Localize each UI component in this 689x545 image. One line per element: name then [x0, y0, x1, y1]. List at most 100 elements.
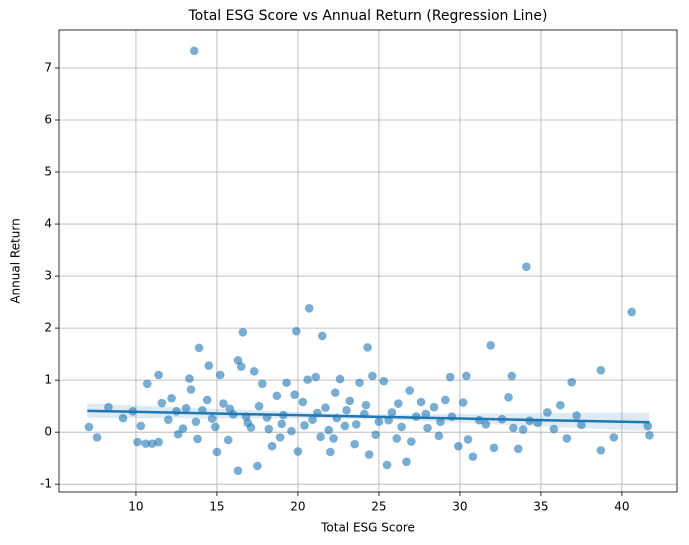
- data-point: [549, 424, 559, 434]
- data-point: [104, 402, 113, 412]
- data-point: [173, 429, 183, 439]
- chart-title: Total ESG Score vs Annual Return (Regres…: [187, 8, 547, 24]
- data-point: [84, 422, 94, 432]
- data-point: [441, 395, 450, 405]
- data-point: [416, 397, 426, 407]
- data-point: [421, 409, 431, 419]
- data-point: [142, 379, 152, 389]
- data-point: [596, 365, 606, 375]
- data-point: [258, 379, 267, 389]
- data-point: [643, 421, 653, 431]
- data-point: [350, 439, 359, 449]
- data-point: [178, 424, 188, 433]
- data-point: [518, 425, 528, 434]
- data-point: [215, 370, 225, 380]
- data-point: [311, 372, 321, 382]
- data-point: [290, 390, 299, 400]
- data-point: [363, 343, 372, 352]
- data-point: [577, 420, 586, 430]
- y-tick-label: 6: [44, 113, 52, 127]
- data-point: [596, 446, 606, 455]
- data-point: [463, 435, 473, 444]
- data-point: [392, 434, 402, 443]
- data-point: [361, 400, 371, 410]
- data-point: [429, 402, 439, 412]
- data-point: [407, 437, 416, 446]
- data-point: [154, 370, 163, 380]
- data-point: [562, 434, 572, 443]
- data-point: [645, 430, 654, 440]
- data-point: [293, 447, 303, 456]
- data-point: [249, 366, 259, 376]
- data-point: [267, 441, 277, 451]
- data-point: [186, 385, 196, 394]
- data-point: [317, 331, 327, 341]
- data-point: [405, 386, 415, 395]
- data-point: [272, 391, 282, 401]
- y-tick-label: 0: [44, 425, 52, 439]
- data-point: [454, 441, 463, 451]
- data-point: [572, 411, 581, 420]
- data-point: [191, 417, 201, 427]
- data-point: [374, 417, 384, 427]
- data-point: [277, 419, 287, 429]
- y-axis-label: Annual Return: [9, 218, 23, 303]
- data-point: [481, 420, 491, 429]
- data-point: [300, 421, 309, 430]
- data-point: [157, 398, 167, 408]
- data-point: [364, 450, 374, 459]
- data-point: [387, 408, 397, 417]
- data-point: [345, 396, 355, 406]
- data-point: [556, 400, 565, 410]
- data-point: [282, 378, 291, 388]
- data-point: [238, 327, 248, 337]
- y-tick-label: 5: [44, 165, 52, 179]
- data-point: [181, 403, 191, 413]
- data-point: [118, 413, 128, 423]
- data-point: [351, 420, 361, 429]
- x-tick-label: 10: [128, 500, 143, 514]
- data-point: [225, 404, 235, 414]
- data-point: [543, 408, 552, 417]
- data-point: [329, 434, 338, 443]
- x-tick-label: 20: [290, 500, 305, 514]
- data-point: [371, 430, 380, 440]
- data-point: [402, 457, 411, 467]
- data-point: [330, 388, 340, 397]
- data-point: [223, 435, 233, 445]
- data-point: [355, 378, 364, 388]
- x-tick-label: 40: [614, 500, 629, 514]
- data-point: [204, 361, 214, 370]
- data-point: [219, 399, 228, 408]
- data-point: [147, 439, 157, 448]
- y-tick-label: 2: [44, 321, 52, 335]
- data-point: [321, 403, 330, 413]
- data-point: [627, 307, 636, 317]
- data-point: [233, 466, 243, 475]
- data-point: [212, 447, 222, 457]
- regression-line: [87, 409, 650, 424]
- y-tick-label: -1: [40, 477, 52, 491]
- data-point: [423, 423, 432, 433]
- data-point: [253, 461, 262, 471]
- data-point: [522, 262, 531, 272]
- data-point: [609, 433, 619, 442]
- data-point: [326, 447, 335, 457]
- data-point: [462, 371, 471, 381]
- data-point: [397, 422, 406, 432]
- data-point: [436, 417, 445, 427]
- data-point: [136, 421, 146, 431]
- data-point: [507, 371, 517, 381]
- y-tick-label: 7: [44, 60, 52, 74]
- data-point: [340, 421, 350, 431]
- y-tick-label: 1: [44, 373, 52, 387]
- data-point: [287, 426, 296, 436]
- data-point: [167, 394, 176, 403]
- data-point: [513, 444, 523, 454]
- data-point: [308, 415, 317, 424]
- data-point: [394, 399, 403, 408]
- data-point: [303, 375, 312, 384]
- data-point: [92, 433, 102, 442]
- data-point: [434, 431, 444, 441]
